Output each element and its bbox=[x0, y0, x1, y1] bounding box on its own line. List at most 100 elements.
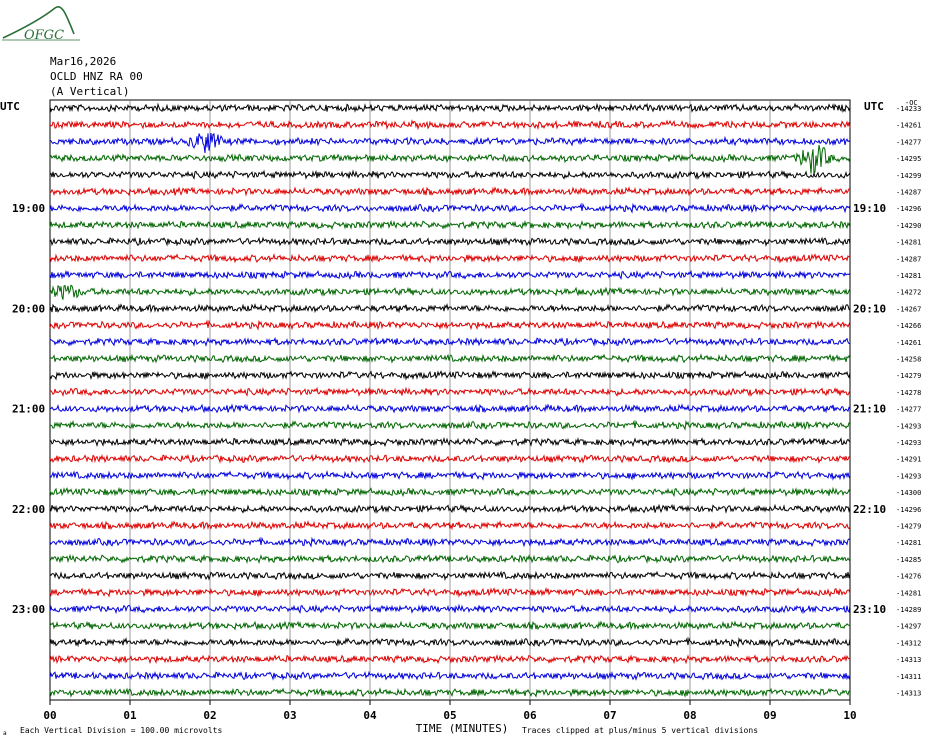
trace-row bbox=[49, 486, 851, 498]
trace-row bbox=[49, 636, 851, 648]
trace-row bbox=[49, 302, 851, 314]
trace-row bbox=[49, 386, 851, 398]
trace-offset-label: -14313 bbox=[896, 690, 921, 698]
right-hour-label: 23:10 bbox=[853, 603, 886, 616]
trace-row bbox=[49, 336, 850, 347]
trace-row bbox=[49, 520, 851, 531]
left-hour-label: 23:00 bbox=[12, 603, 45, 616]
right-top-label: -ОС bbox=[905, 99, 918, 107]
trace-offset-label: -14281 bbox=[896, 589, 921, 597]
small-mark: a bbox=[3, 730, 7, 737]
x-tick-label: 03 bbox=[283, 709, 296, 722]
trace-offset-label: -14297 bbox=[896, 623, 921, 631]
left-hour-label: 22:00 bbox=[12, 503, 45, 516]
trace-row bbox=[49, 470, 851, 481]
trace-offset-label: -14261 bbox=[896, 122, 921, 130]
trace-offset-label: -14277 bbox=[896, 138, 921, 146]
trace-offset-label: -14287 bbox=[896, 255, 921, 263]
ofgc-logo: OFGC bbox=[2, 6, 80, 43]
trace-row bbox=[49, 503, 851, 514]
trace-row bbox=[49, 269, 851, 281]
trace-row bbox=[49, 252, 851, 264]
trace-row bbox=[49, 102, 851, 114]
trace-row bbox=[49, 186, 851, 197]
trace-offset-label: -14281 bbox=[896, 539, 921, 547]
trace-row bbox=[49, 620, 851, 631]
x-axis-title: TIME (MINUTES) bbox=[416, 722, 509, 735]
division-note: Each Vertical Division = 100.00 microvol… bbox=[20, 726, 222, 735]
trace-offset-label: -14267 bbox=[896, 305, 921, 313]
right-hour-label: 21:10 bbox=[853, 403, 886, 416]
trace-row bbox=[49, 419, 851, 431]
trace-offset-label: -14281 bbox=[896, 239, 921, 247]
trace-offset-label: -14312 bbox=[896, 639, 921, 647]
right-hour-label: 19:10 bbox=[853, 202, 886, 215]
trace-offset-label: -14313 bbox=[896, 656, 921, 664]
x-tick-label: 01 bbox=[123, 709, 137, 722]
trace-offset-label: -14233 bbox=[896, 105, 921, 113]
trace-row bbox=[49, 553, 851, 565]
trace-offset-label: -14287 bbox=[896, 189, 921, 197]
trace-offset-label: -14278 bbox=[896, 389, 921, 397]
trace-row bbox=[49, 169, 851, 180]
trace-offset-label: -14311 bbox=[896, 673, 921, 681]
trace-offset-label: -14279 bbox=[896, 372, 921, 380]
left-axis-label: UTC bbox=[0, 100, 20, 113]
trace-offset-label: -14291 bbox=[896, 456, 921, 464]
component-label: (A Vertical) bbox=[50, 85, 130, 98]
trace-offset-label: -14276 bbox=[896, 573, 921, 581]
logo-swoosh bbox=[2, 6, 75, 39]
trace-offset-label: -14272 bbox=[896, 289, 921, 297]
trace-row bbox=[49, 219, 851, 231]
trace-offset-label: -14281 bbox=[896, 272, 921, 280]
trace-offset-label: -14296 bbox=[896, 205, 921, 213]
clip-note: Traces clipped at plus/minus 5 vertical … bbox=[522, 726, 758, 735]
trace-offset-label: -14293 bbox=[896, 472, 921, 480]
trace-offset-label: -14285 bbox=[896, 556, 921, 564]
trace-offset-label: -14279 bbox=[896, 523, 921, 531]
trace-offset-label: -14258 bbox=[896, 356, 921, 364]
trace-offset-label: -14290 bbox=[896, 222, 921, 230]
trace-offset-label: -14300 bbox=[896, 489, 921, 497]
right-hour-label: 22:10 bbox=[853, 503, 886, 516]
trace-row bbox=[49, 570, 851, 581]
x-tick-label: 02 bbox=[203, 709, 216, 722]
x-tick-label: 09 bbox=[763, 709, 776, 722]
x-tick-label: 00 bbox=[43, 709, 56, 722]
left-hour-label: 21:00 bbox=[12, 403, 45, 416]
trace-row bbox=[49, 119, 851, 131]
trace-row bbox=[49, 284, 851, 300]
trace-row bbox=[49, 144, 851, 175]
x-tick-label: 04 bbox=[363, 709, 377, 722]
trace-offset-label: -14296 bbox=[896, 506, 921, 514]
trace-row bbox=[49, 687, 851, 698]
trace-layer bbox=[49, 102, 851, 698]
trace-row bbox=[49, 453, 851, 465]
logo-text: OFGC bbox=[24, 28, 64, 43]
trace-offset-label: -14293 bbox=[896, 422, 921, 430]
trace-row bbox=[49, 353, 851, 364]
label-layer: 00 01 02 03 04 05 06 07 08 09 10 UTC UTC -ОС-14233 -14… bbox=[0, 99, 921, 722]
trace-offset-label: -14277 bbox=[896, 406, 921, 414]
station-label: OCLD HNZ RA 00 bbox=[50, 70, 143, 83]
left-hour-label: 20:00 bbox=[12, 302, 45, 315]
trace-row bbox=[49, 603, 851, 615]
trace-row bbox=[49, 236, 851, 247]
trace-row bbox=[49, 536, 851, 548]
trace-offset-label: -14299 bbox=[896, 172, 921, 180]
trace-row bbox=[49, 436, 851, 448]
x-tick-label: 10 bbox=[843, 709, 856, 722]
trace-offset-label: -14261 bbox=[896, 339, 921, 347]
x-tick-label: 07 bbox=[603, 709, 616, 722]
right-axis-label: UTC bbox=[864, 100, 884, 113]
left-hour-label: 19:00 bbox=[12, 202, 45, 215]
x-tick-label: 06 bbox=[523, 709, 537, 722]
right-hour-label: 20:10 bbox=[853, 302, 886, 315]
trace-row bbox=[49, 319, 851, 331]
x-tick-label: 08 bbox=[683, 709, 696, 722]
trace-offset-label: -14289 bbox=[896, 606, 921, 614]
trace-row bbox=[49, 670, 851, 681]
trace-row bbox=[49, 370, 851, 381]
trace-offset-label: -14266 bbox=[896, 322, 921, 330]
